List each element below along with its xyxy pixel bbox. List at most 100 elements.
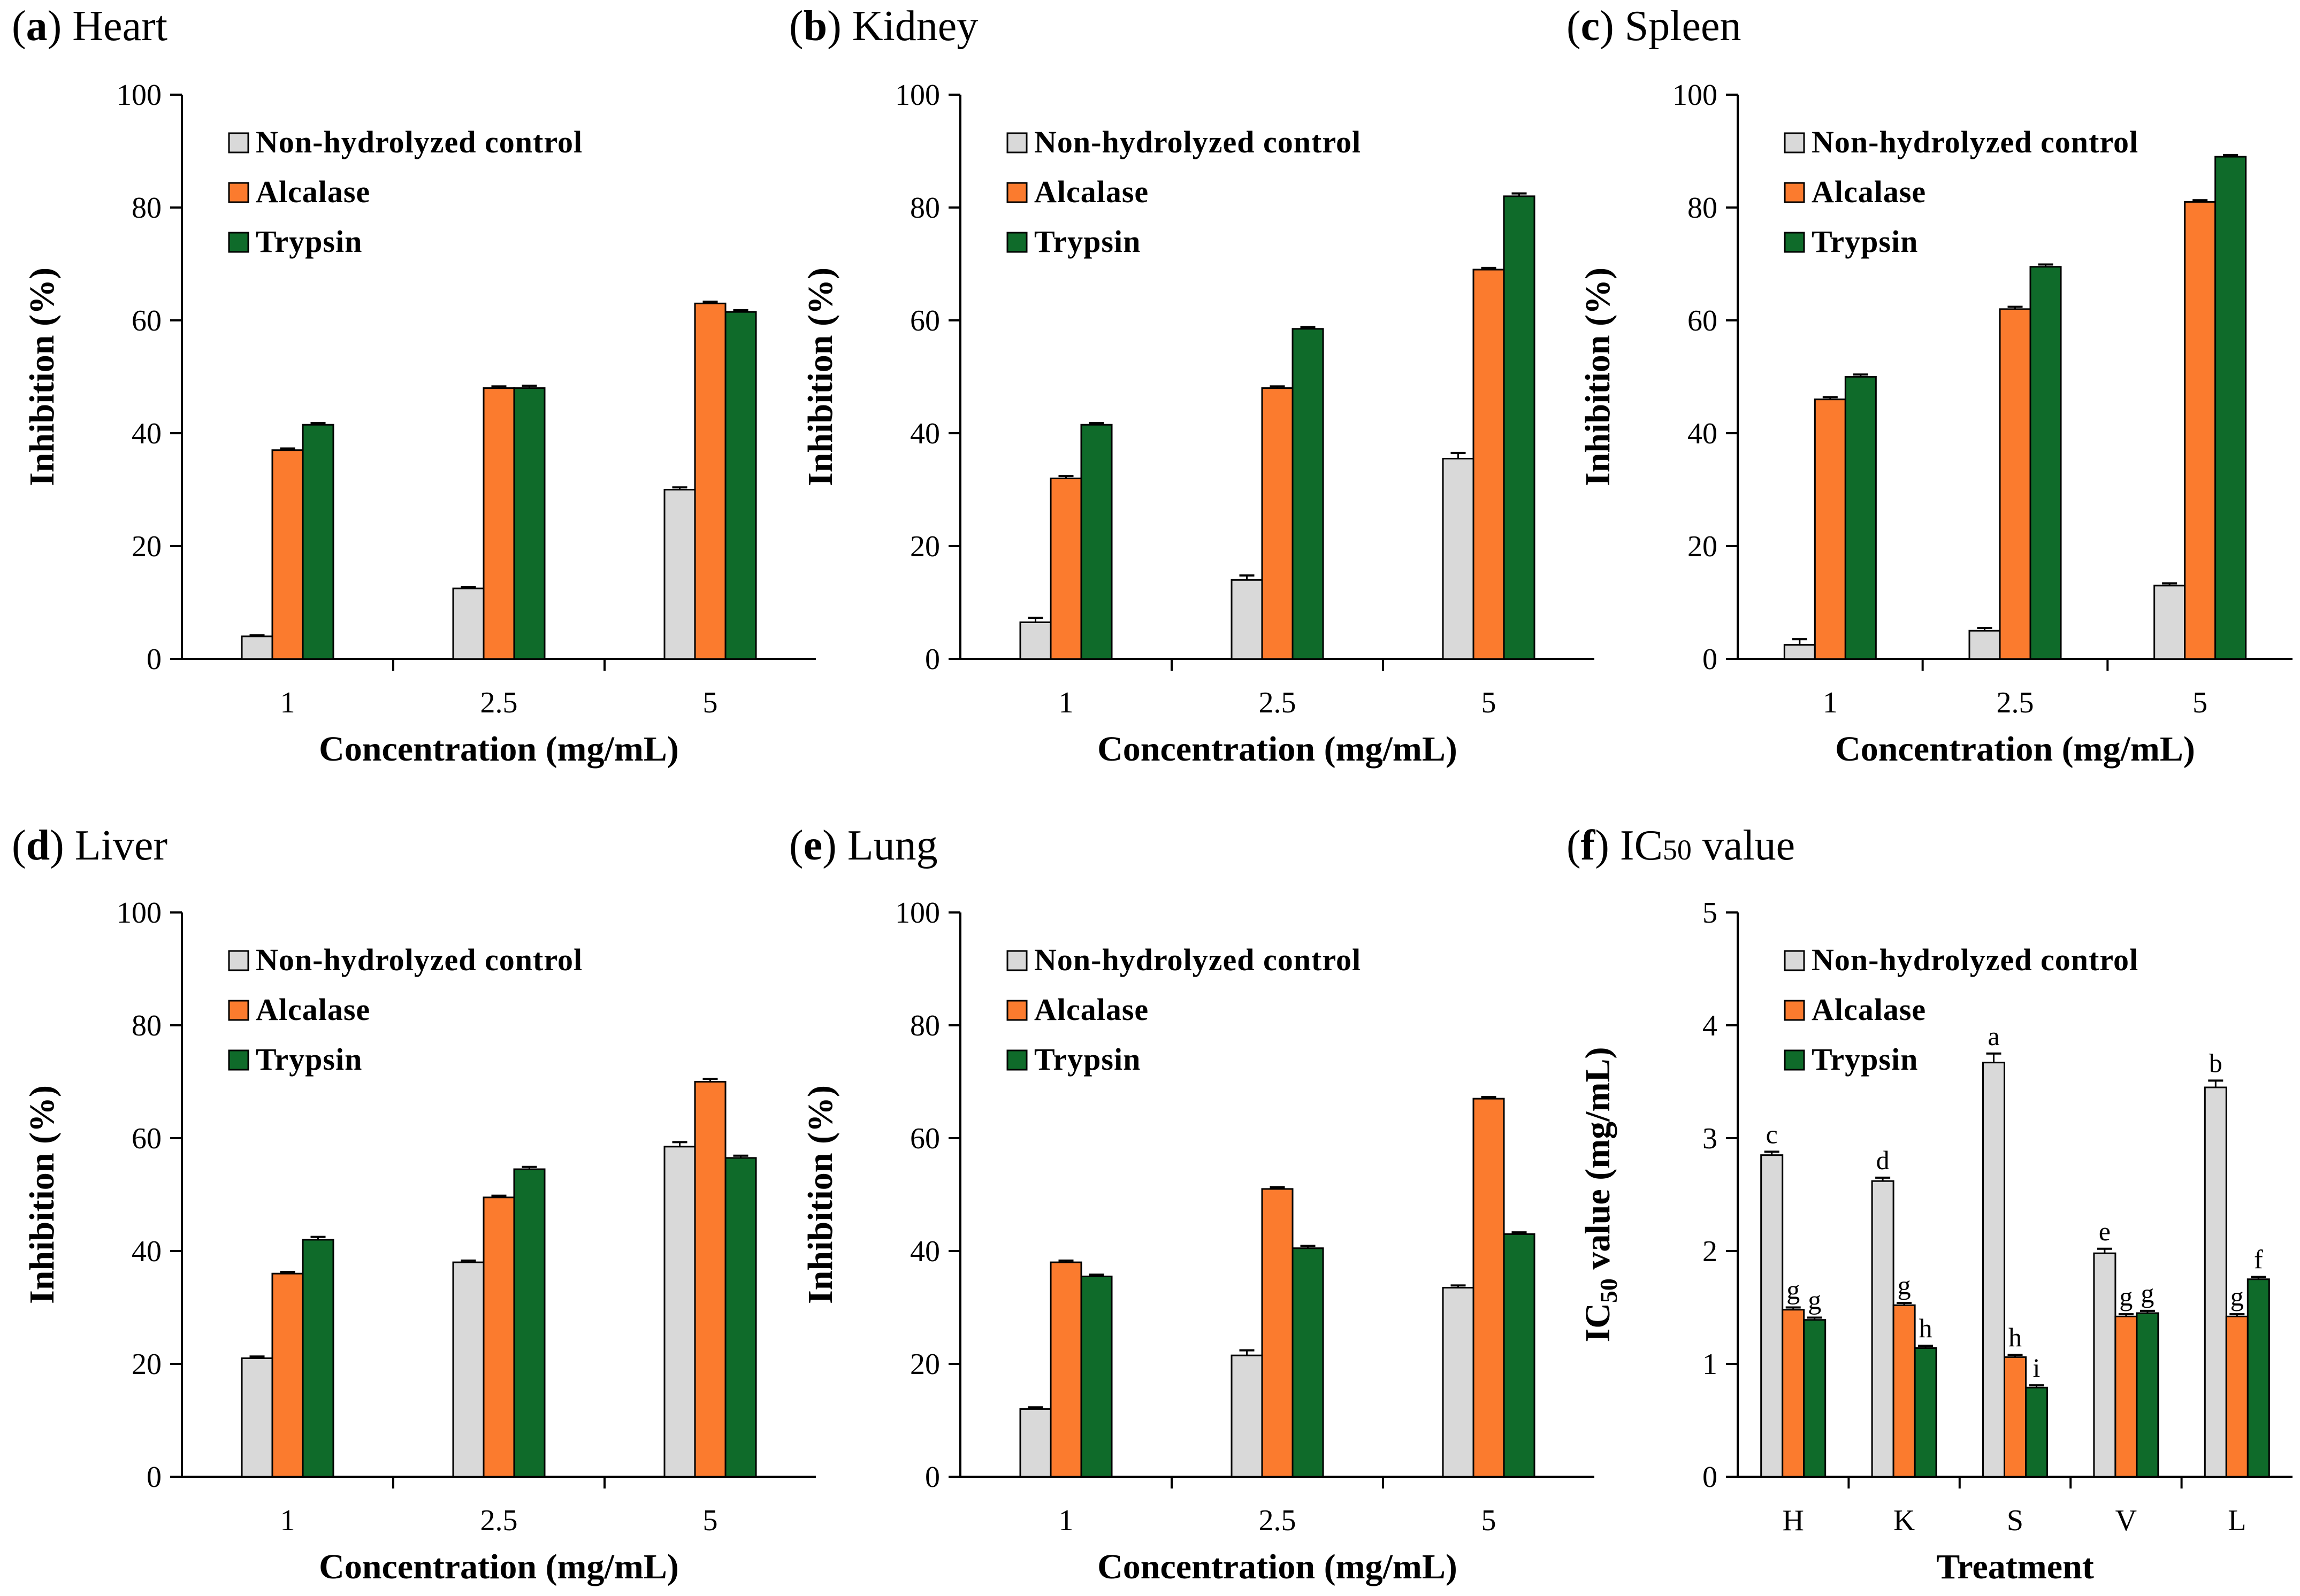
panel-label: c [1581, 3, 1600, 50]
y-axis-title: IC50 value (mg/mL) [1578, 1047, 1622, 1342]
panel-title: (c) Spleen [1567, 3, 1741, 50]
significance-letter: g [2230, 1282, 2244, 1311]
legend-swatch [228, 232, 249, 253]
bar-alcalase-H [1782, 1309, 1805, 1478]
y-tick-label: 60 [132, 304, 162, 337]
panel-title-text: Liver [75, 822, 167, 869]
y-tick-label: 100 [895, 896, 940, 930]
bar-alcalase-1 [271, 449, 304, 660]
y-axis-title-suffix: value (mg/mL) [1578, 1047, 1617, 1279]
bar-alcalase-5 [1472, 1098, 1505, 1478]
bar-trypsin-5 [724, 1157, 757, 1478]
bar-trypsin-5 [1503, 1233, 1535, 1478]
bar-non-hydrolyzed-control-2.5 [1231, 579, 1263, 660]
y-tick-label: 0 [1702, 643, 1717, 676]
y-tick-label: 60 [910, 1122, 940, 1155]
x-tick-label: S [2007, 1504, 2023, 1537]
panel-label: f [1581, 822, 1596, 869]
bar-non-hydrolyzed-control-K [1871, 1180, 1894, 1478]
legend-swatch [228, 132, 249, 154]
legend-label: Non-hydrolyzed control [256, 125, 583, 159]
legend-label: Trypsin [1812, 1042, 1918, 1077]
bar-non-hydrolyzed-control-1 [241, 1357, 273, 1478]
legend-label: Non-hydrolyzed control [1812, 125, 2138, 159]
panel-title-open-paren: ( [1567, 3, 1581, 50]
x-tick-label: 5 [1481, 1504, 1496, 1537]
y-tick-label: 20 [910, 1348, 940, 1381]
significance-letter: d [1876, 1145, 1890, 1175]
bar-trypsin-5 [724, 311, 757, 660]
panel-title: (e) Lung [789, 822, 938, 869]
bar-trypsin-S [2025, 1386, 2048, 1478]
legend-label: Alcalase [1812, 174, 1926, 209]
significance-letter: g [2119, 1282, 2133, 1311]
bar-non-hydrolyzed-control-1 [1019, 621, 1052, 660]
y-tick-label: 4 [1702, 1009, 1717, 1042]
y-axis-title-text: Inhibition (%) [22, 267, 62, 486]
panel-title-subscript: 50 [1663, 834, 1692, 866]
bar-alcalase-K [1892, 1304, 1916, 1478]
legend-label: Non-hydrolyzed control [1034, 942, 1361, 977]
bar-non-hydrolyzed-control-1 [241, 635, 273, 660]
x-axis-title: Concentration (mg/mL) [319, 730, 679, 769]
x-tick-label: H [1782, 1504, 1804, 1537]
x-axis-title: Concentration (mg/mL) [1097, 1547, 1457, 1586]
y-tick-label: 80 [910, 191, 940, 225]
bar-alcalase-1 [271, 1272, 304, 1478]
y-tick-label: 80 [910, 1009, 940, 1042]
bar-trypsin-1 [302, 1239, 334, 1478]
panel-title-close-paren: ) [50, 822, 75, 869]
y-tick-label: 40 [910, 1235, 940, 1268]
legend-swatch [1006, 950, 1028, 971]
y-tick-label: 80 [1687, 191, 1717, 225]
x-tick-label: 1 [1823, 686, 1838, 719]
bar-non-hydrolyzed-control-2.5 [452, 587, 485, 660]
legend-swatch [228, 182, 249, 203]
panel-title-text: Heart [72, 3, 167, 50]
bar-alcalase-2.5 [1999, 308, 2031, 660]
x-axis-title: Concentration (mg/mL) [319, 1547, 679, 1586]
significance-letter: g [1808, 1285, 1821, 1315]
y-tick-label: 5 [1702, 896, 1717, 930]
legend-swatch [228, 1000, 249, 1021]
bar-alcalase-5 [1472, 268, 1505, 660]
y-tick-label: 1 [1702, 1348, 1717, 1381]
legend-label: Alcalase [256, 992, 370, 1027]
y-tick-label: 40 [132, 1235, 162, 1268]
y-tick-label: 40 [132, 417, 162, 450]
panel-title-close-paren: ) [827, 3, 852, 50]
bar-non-hydrolyzed-control-5 [2153, 585, 2186, 660]
panel-title: (a) Heart [12, 3, 167, 50]
y-axis-title-text: Inhibition (%) [801, 1085, 840, 1304]
significance-letter: c [1766, 1119, 1778, 1149]
legend-label: Non-hydrolyzed control [256, 942, 583, 977]
y-tick-label: 20 [910, 530, 940, 563]
panel-title: (f) IC50 value [1567, 822, 1795, 869]
bar-trypsin-1 [1844, 376, 1877, 660]
panel-title-close-paren: ) [1595, 822, 1620, 869]
bar-non-hydrolyzed-control-5 [1442, 457, 1474, 660]
panel-label: b [804, 3, 828, 50]
legend-swatch [1006, 232, 1028, 253]
y-tick-label: 3 [1702, 1122, 1717, 1155]
legend-label: Trypsin [256, 224, 362, 259]
legend-label: Trypsin [256, 1042, 362, 1077]
y-axis-title: Inhibition (%) [22, 267, 62, 486]
panel-title-text: Kidney [852, 3, 979, 50]
panel-title-close-paren: ) [822, 822, 847, 869]
significance-letter: g [1898, 1270, 1911, 1300]
panel-title: (d) Liver [12, 822, 167, 869]
bar-non-hydrolyzed-control-S [1982, 1062, 2005, 1478]
y-axis-title-text: IC [1578, 1303, 1617, 1342]
y-tick-label: 60 [132, 1122, 162, 1155]
y-tick-label: 0 [147, 643, 162, 676]
x-tick-label: K [1893, 1504, 1915, 1537]
y-tick-label: 20 [1687, 530, 1717, 563]
bar-alcalase-2.5 [483, 387, 515, 660]
significance-letter: e [2099, 1216, 2111, 1246]
y-tick-label: 20 [132, 530, 162, 563]
y-axis-title: Inhibition (%) [801, 1085, 840, 1304]
panel-title-open-paren: ( [789, 822, 804, 869]
